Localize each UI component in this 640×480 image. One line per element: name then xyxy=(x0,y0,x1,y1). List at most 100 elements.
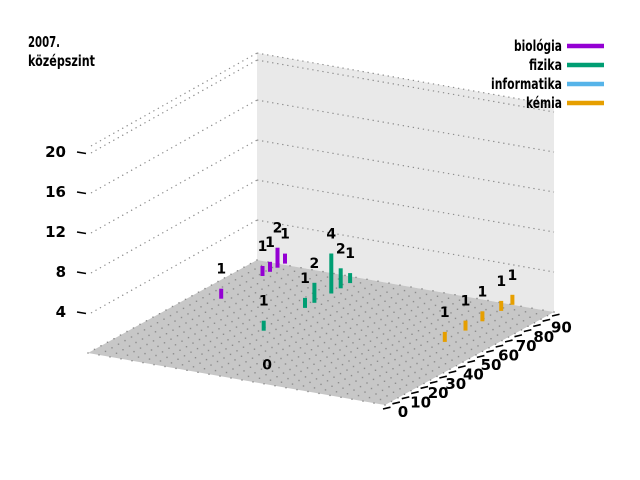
floor-dot xyxy=(472,339,475,342)
floor-dot xyxy=(417,330,420,332)
floor-dot xyxy=(317,369,320,371)
floor-dot xyxy=(194,333,196,335)
floor-dot xyxy=(424,350,427,352)
floor-dot xyxy=(470,348,473,351)
bar-fizika xyxy=(303,297,307,308)
floor-dot xyxy=(307,310,310,313)
floor-dot xyxy=(427,364,429,367)
floor-dot xyxy=(309,381,311,384)
floor-dot xyxy=(340,396,342,398)
floor-dot xyxy=(205,335,207,337)
floor-dot xyxy=(311,269,313,271)
floor-dot xyxy=(314,330,317,333)
floor-dot xyxy=(190,351,192,353)
floor-dot xyxy=(509,327,512,329)
floor-dot xyxy=(326,276,329,278)
floor-dot xyxy=(331,305,334,307)
floor-dot xyxy=(120,358,122,360)
floor-dot xyxy=(364,287,366,290)
floor-dot xyxy=(298,379,300,382)
floor-dot xyxy=(350,374,353,377)
floor-dot xyxy=(335,367,337,369)
floor-dot xyxy=(459,323,461,325)
floor-dot xyxy=(467,310,470,312)
floor-dot xyxy=(418,377,421,379)
floor-dot xyxy=(296,285,298,287)
floor-dot xyxy=(220,342,223,345)
floor-dot xyxy=(329,394,331,397)
floor-dot xyxy=(416,362,418,365)
floor-dot xyxy=(231,344,234,346)
z-axis-labels: 4 8 12 16 20 xyxy=(45,143,66,321)
floor-dot xyxy=(201,353,203,355)
floor-dot xyxy=(450,335,453,338)
floor-dot xyxy=(289,368,291,371)
floor-dot xyxy=(373,298,375,301)
floor-dot xyxy=(441,324,444,327)
floor-dot xyxy=(212,355,214,357)
floor-dot xyxy=(330,338,332,340)
floor-dot xyxy=(387,338,389,341)
x-tick-label: 30 xyxy=(445,375,466,393)
floor-dot xyxy=(452,303,454,305)
floor-dot xyxy=(224,300,226,303)
floor-dot xyxy=(287,274,289,276)
floor-dot xyxy=(361,353,363,355)
bar-count-label: 1 xyxy=(461,294,471,310)
floor-dot xyxy=(553,311,555,313)
bar-kémia xyxy=(499,300,504,311)
floor-dot xyxy=(376,360,379,362)
floor-dot xyxy=(289,265,291,267)
floor-dot xyxy=(527,325,529,327)
z-grid-line-left xyxy=(90,219,258,314)
floor-dot xyxy=(277,319,279,321)
floor-dot xyxy=(245,281,248,283)
floor-dot xyxy=(337,382,340,384)
floor-dot xyxy=(133,350,135,353)
x-tick-mark xyxy=(439,375,448,379)
floor-dot xyxy=(366,382,368,384)
floor-dot xyxy=(262,359,265,361)
floor-dot xyxy=(367,349,370,351)
floor-dot xyxy=(328,347,330,349)
floor-dot xyxy=(375,313,378,315)
floor-dot xyxy=(224,324,227,326)
floor-dot xyxy=(347,313,349,315)
floor-dot xyxy=(283,316,286,318)
floor-dot xyxy=(188,360,190,362)
floor-dot xyxy=(310,349,313,351)
floor-dot xyxy=(126,330,128,333)
floor-dot xyxy=(170,362,173,364)
floor-dot xyxy=(403,393,406,395)
floor-dot xyxy=(158,313,161,315)
floor-dot xyxy=(374,346,376,348)
bar-fizika xyxy=(312,282,317,303)
floor-dot xyxy=(333,272,335,275)
floor-dot xyxy=(258,354,260,356)
floor-dot xyxy=(524,311,527,313)
floor-dot xyxy=(365,335,367,337)
floor-dot xyxy=(247,375,250,378)
floor-dot xyxy=(441,301,443,303)
floor-dot xyxy=(395,302,397,304)
floor-dot xyxy=(217,280,219,283)
bar-count-label: 2 xyxy=(310,256,320,272)
floor-dot xyxy=(414,291,417,294)
floor-dot xyxy=(243,290,246,292)
x-tick-mark xyxy=(429,380,438,384)
floor-dot xyxy=(392,368,394,370)
floor-dot xyxy=(265,270,267,272)
bar-biológia xyxy=(219,288,224,299)
floor-dot xyxy=(480,303,483,305)
floor-dot xyxy=(240,355,243,357)
bar-kémia xyxy=(442,331,447,342)
floor-dot xyxy=(399,388,401,390)
floor-dot xyxy=(296,388,298,391)
floor-dot xyxy=(280,277,283,280)
x-tick-mark xyxy=(533,323,541,328)
floor-dot xyxy=(192,366,195,368)
floor-dot xyxy=(227,362,230,365)
floor-dot xyxy=(350,351,352,353)
floor-dot xyxy=(226,315,229,317)
